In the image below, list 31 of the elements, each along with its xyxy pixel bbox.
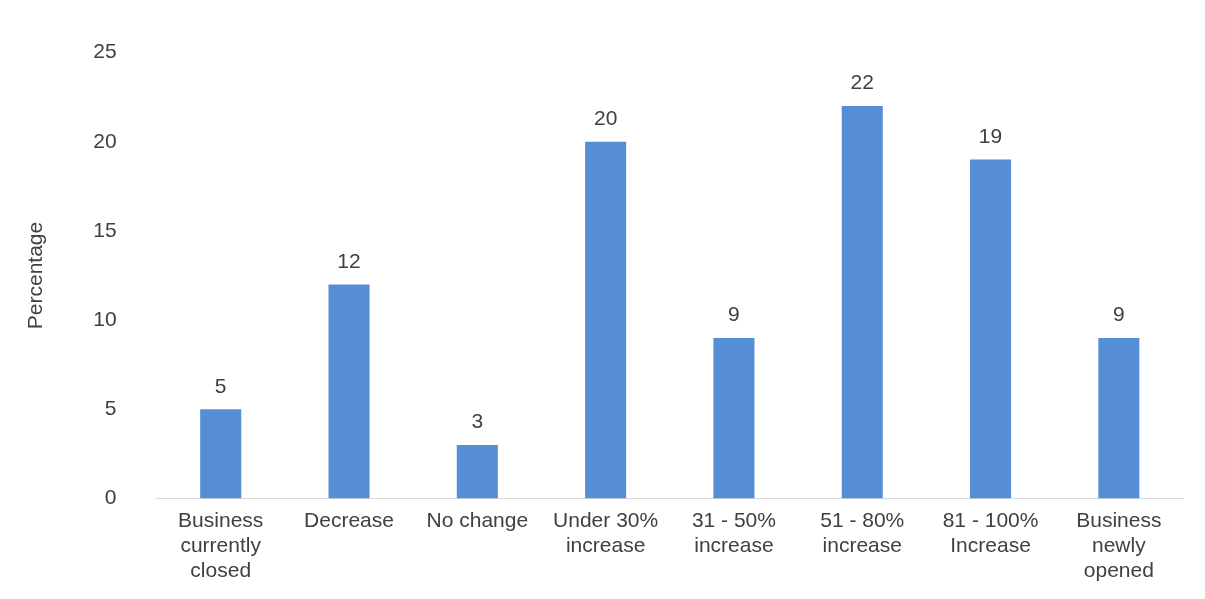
bar bbox=[200, 409, 242, 499]
x-tick-label: 51 - 80% increase bbox=[820, 507, 905, 556]
bar bbox=[1098, 337, 1140, 499]
y-tick-label: 20 bbox=[93, 128, 117, 152]
x-tick-label: 81 - 100% Increase bbox=[942, 507, 1039, 556]
data-label: 5 bbox=[214, 373, 227, 397]
data-label: 12 bbox=[337, 248, 361, 272]
bar bbox=[328, 284, 370, 499]
x-tick-label: No change bbox=[426, 507, 529, 531]
x-tick-label: Under 30% increase bbox=[553, 507, 659, 556]
bar bbox=[713, 337, 755, 499]
bar bbox=[456, 444, 498, 499]
y-axis-title: Percentage bbox=[23, 221, 47, 330]
bar bbox=[970, 159, 1012, 499]
bar bbox=[585, 141, 627, 499]
bar bbox=[841, 106, 883, 499]
y-tick-label: 10 bbox=[93, 306, 117, 330]
data-label: 19 bbox=[978, 123, 1003, 147]
y-tick-label: 0 bbox=[104, 485, 117, 509]
x-tick-label: Business newly opened bbox=[1076, 507, 1162, 582]
y-tick-label: 5 bbox=[104, 396, 117, 420]
data-label: 9 bbox=[1113, 302, 1125, 326]
x-tick-label: 31 - 50% increase bbox=[691, 507, 776, 556]
y-tick-label: 25 bbox=[93, 39, 117, 63]
x-tick-label: Decrease bbox=[304, 507, 394, 531]
x-tick-label: Business currently closed bbox=[178, 507, 264, 582]
data-label: 9 bbox=[728, 302, 740, 326]
data-label: 3 bbox=[471, 409, 484, 433]
data-label: 20 bbox=[593, 106, 618, 130]
data-label: 22 bbox=[850, 70, 874, 94]
y-tick-label: 15 bbox=[93, 217, 117, 241]
